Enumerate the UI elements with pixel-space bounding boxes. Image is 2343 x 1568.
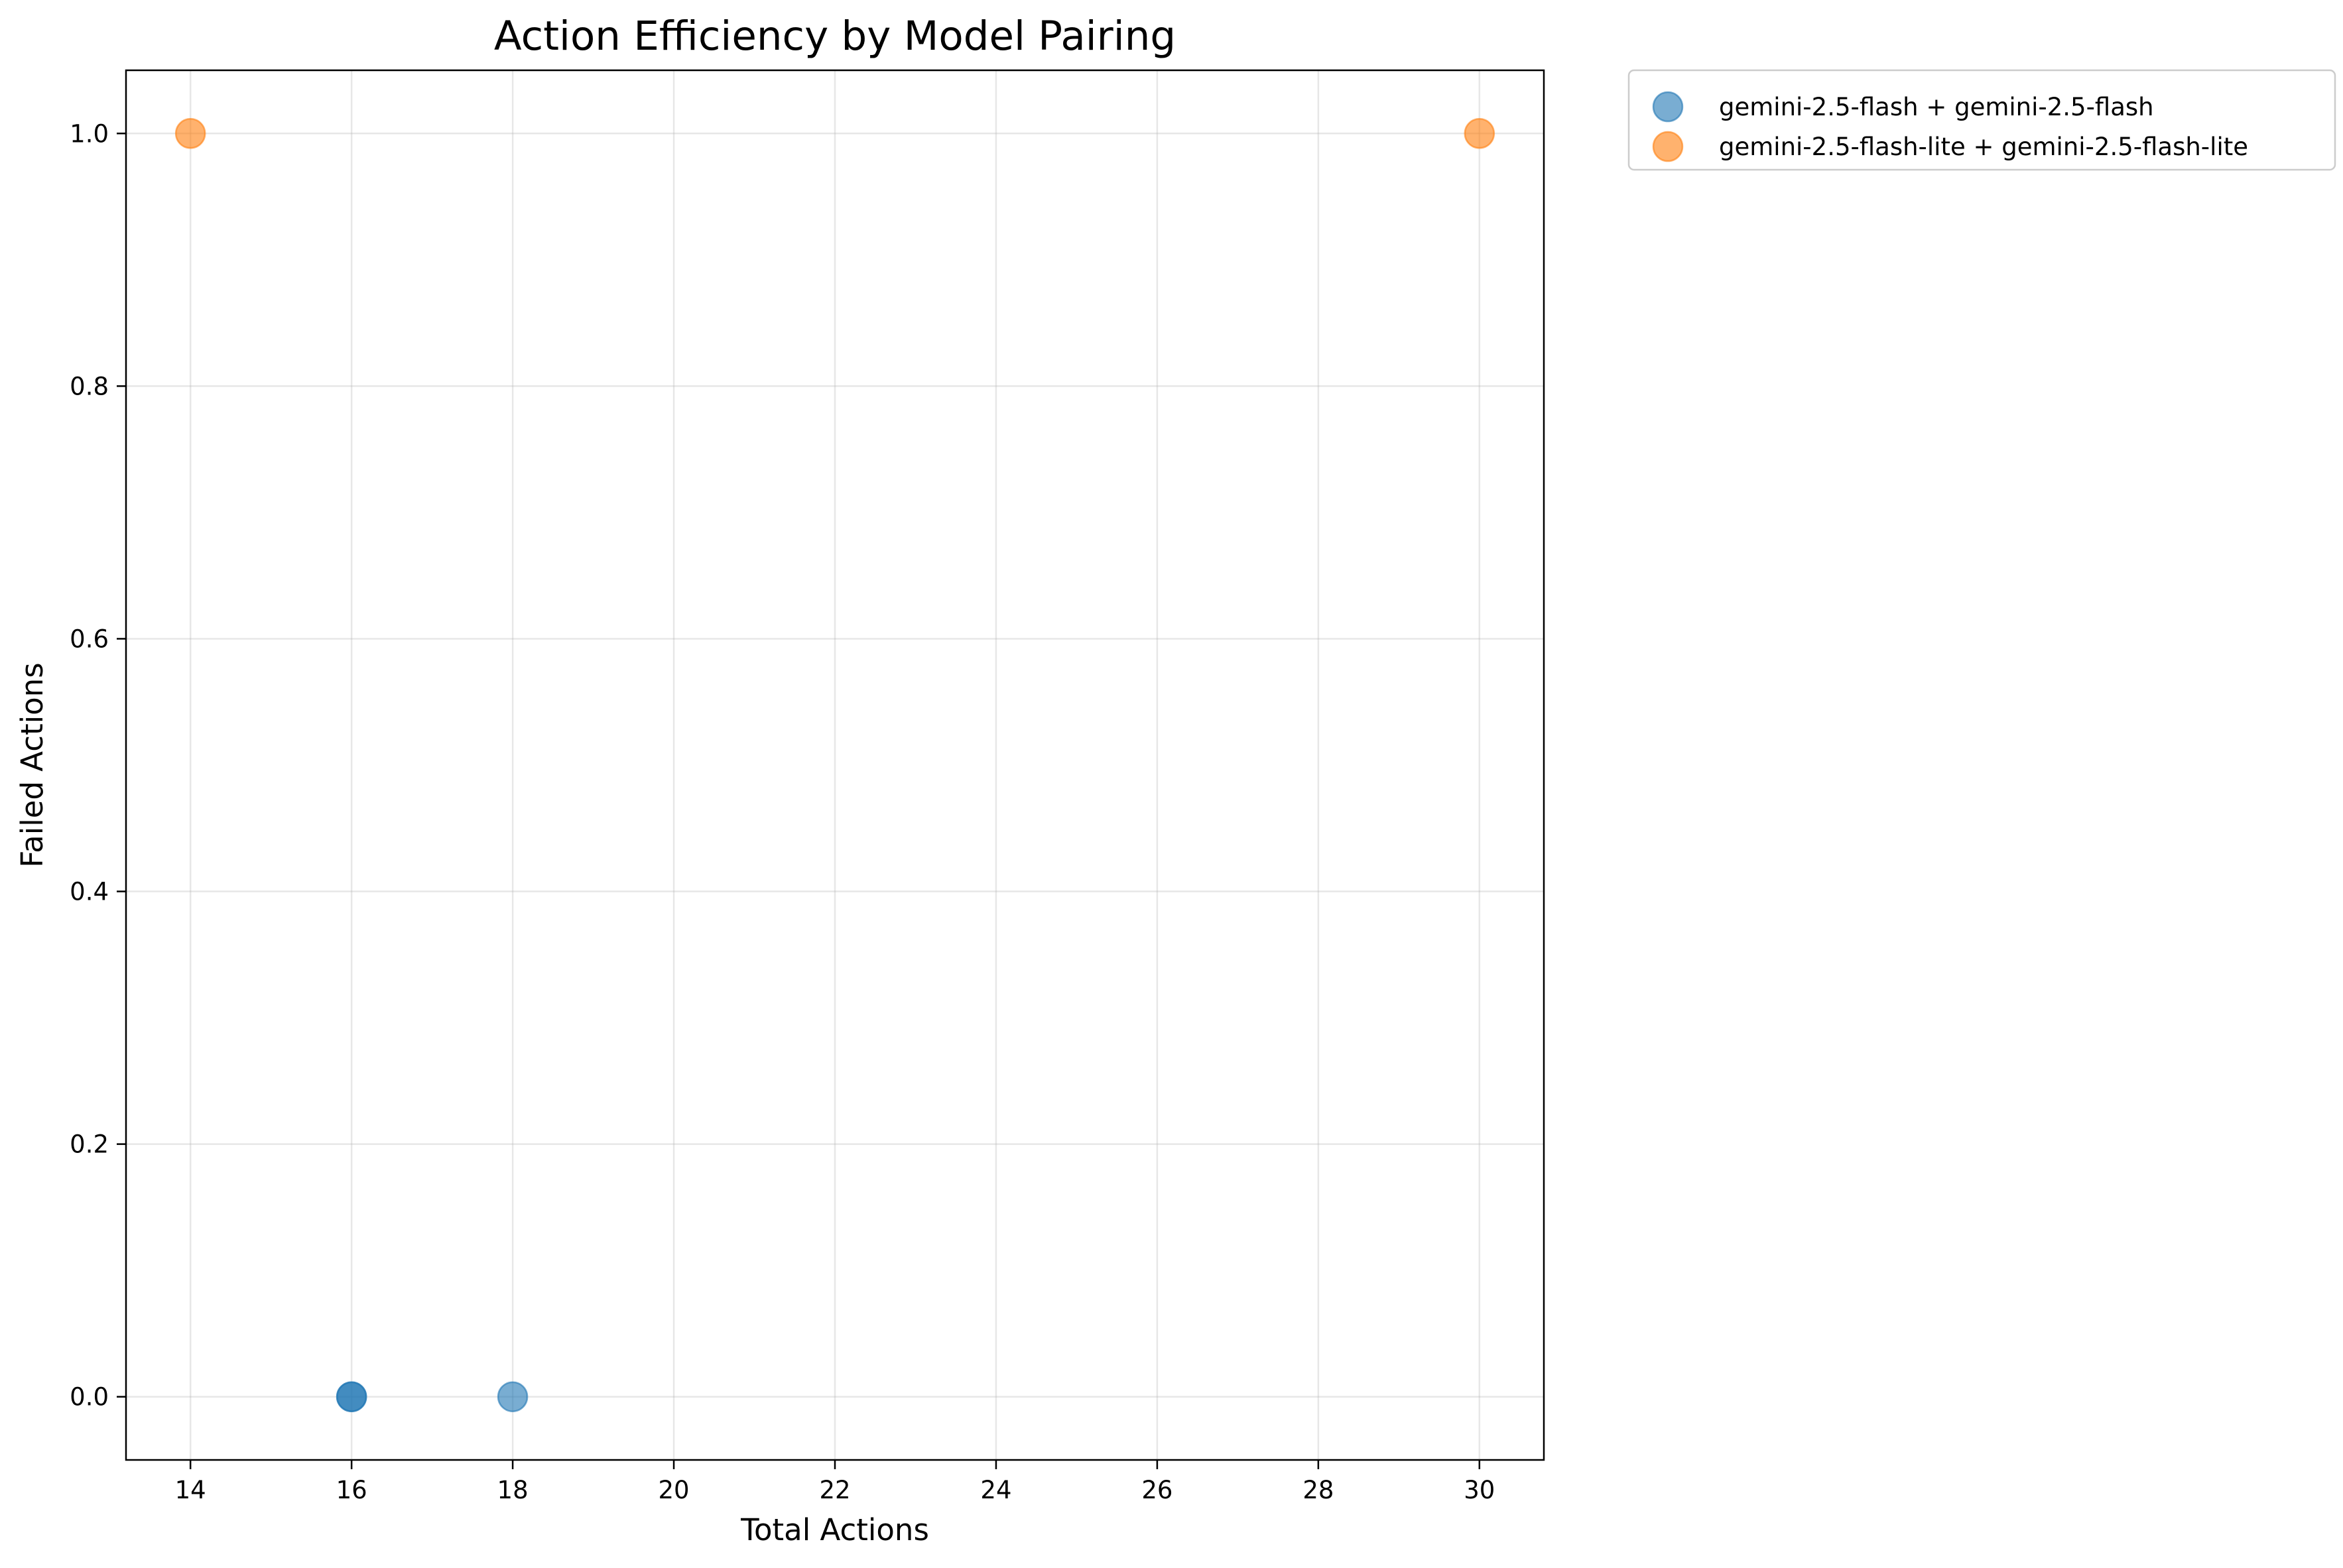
data-point-series-1 — [336, 1381, 367, 1412]
x-tick-label: 16 — [336, 1476, 367, 1504]
data-point-series-2 — [174, 118, 206, 149]
grid-lines — [126, 70, 1544, 1460]
y-axis-label: Failed Actions — [15, 662, 50, 867]
chart-title: Action Efficiency by Model Pairing — [494, 13, 1176, 60]
legend: gemini-2.5-flash + gemini-2.5-flash gemi… — [1627, 69, 2336, 171]
data-point-series-2 — [1464, 118, 1495, 149]
y-tick-label: 1.0 — [70, 119, 109, 148]
legend-marker-series-1 — [1652, 91, 1684, 123]
y-tick-label: 0.4 — [70, 878, 109, 906]
x-tick-label: 14 — [175, 1476, 206, 1504]
data-points — [174, 118, 1495, 1412]
data-point-series-1 — [497, 1381, 529, 1412]
x-tick-label: 18 — [497, 1476, 529, 1504]
legend-marker-series-2 — [1652, 131, 1684, 162]
legend-label-series-2: gemini-2.5-flash-lite + gemini-2.5-flash… — [1719, 133, 2248, 161]
y-tick-label: 0.8 — [70, 372, 109, 400]
x-tick-label: 22 — [819, 1476, 850, 1504]
x-tick-label: 26 — [1141, 1476, 1172, 1504]
x-tick-label: 24 — [980, 1476, 1011, 1504]
legend-label-series-1: gemini-2.5-flash + gemini-2.5-flash — [1719, 93, 2154, 121]
x-tick-label: 20 — [658, 1476, 689, 1504]
x-tick-label: 30 — [1464, 1476, 1495, 1504]
x-tick-label: 28 — [1302, 1476, 1334, 1504]
legend-box — [1627, 69, 2336, 171]
y-tick-label: 0.0 — [70, 1383, 109, 1412]
axis-ticks: 14 16 18 20 22 24 26 28 30 0.0 0.2 0.4 0.6 0.8 1.0 — [70, 119, 1495, 1504]
x-axis-label: Total Actions — [740, 1512, 929, 1547]
y-tick-label: 0.6 — [70, 625, 109, 653]
y-tick-label: 0.2 — [70, 1130, 109, 1159]
